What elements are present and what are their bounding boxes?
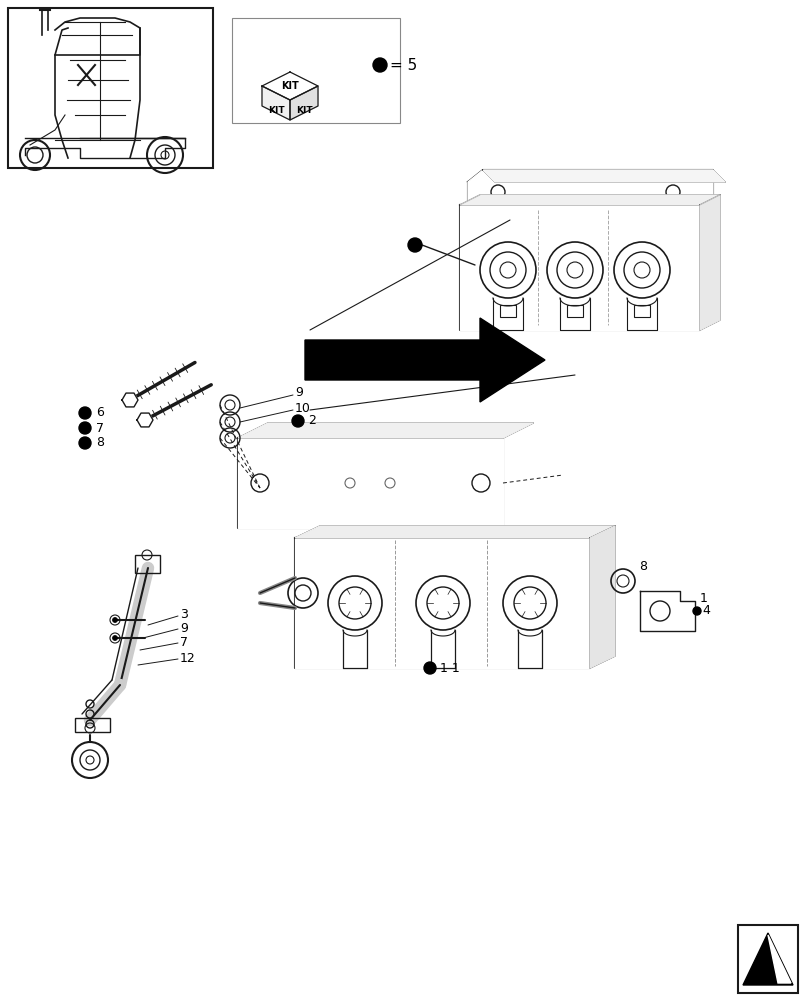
Polygon shape xyxy=(262,86,290,120)
Text: = 5: = 5 xyxy=(389,58,417,73)
Polygon shape xyxy=(742,933,792,985)
Text: 10: 10 xyxy=(294,401,311,414)
Text: 6: 6 xyxy=(96,406,104,420)
Text: 7: 7 xyxy=(96,422,104,434)
Polygon shape xyxy=(483,170,724,182)
Text: KIT: KIT xyxy=(268,106,284,115)
Polygon shape xyxy=(305,318,544,402)
Circle shape xyxy=(113,617,118,622)
Polygon shape xyxy=(460,205,699,330)
Circle shape xyxy=(113,636,118,641)
Polygon shape xyxy=(294,526,614,538)
Polygon shape xyxy=(238,438,502,528)
Text: 1 1: 1 1 xyxy=(440,662,459,674)
Bar xyxy=(135,555,160,573)
Polygon shape xyxy=(639,591,679,631)
Polygon shape xyxy=(467,170,712,212)
Text: 12: 12 xyxy=(180,652,195,664)
Bar xyxy=(633,305,649,317)
Polygon shape xyxy=(590,526,614,668)
Polygon shape xyxy=(122,393,138,407)
Text: 7: 7 xyxy=(180,636,188,648)
Text: 1: 1 xyxy=(699,592,707,605)
Bar xyxy=(8,8,212,168)
Bar xyxy=(500,305,515,317)
Text: 4: 4 xyxy=(702,604,709,617)
Circle shape xyxy=(79,422,91,434)
Circle shape xyxy=(79,437,91,449)
Text: 8: 8 xyxy=(638,560,646,572)
Polygon shape xyxy=(699,195,719,330)
Bar xyxy=(566,305,582,317)
Polygon shape xyxy=(767,935,790,983)
Text: 2: 2 xyxy=(307,414,315,428)
Circle shape xyxy=(372,58,387,72)
Bar xyxy=(75,718,109,732)
Circle shape xyxy=(692,607,700,615)
Polygon shape xyxy=(238,423,532,438)
Circle shape xyxy=(79,407,91,419)
Text: KIT: KIT xyxy=(295,106,312,115)
Polygon shape xyxy=(137,413,152,427)
Bar xyxy=(232,18,400,123)
Circle shape xyxy=(292,415,303,427)
Polygon shape xyxy=(290,86,318,120)
Polygon shape xyxy=(460,195,719,205)
Text: 3: 3 xyxy=(180,608,187,621)
Text: 9: 9 xyxy=(294,386,303,399)
Circle shape xyxy=(407,238,422,252)
Text: 9: 9 xyxy=(180,621,187,635)
Circle shape xyxy=(423,662,436,674)
Text: KIT: KIT xyxy=(281,81,298,91)
Bar xyxy=(737,925,797,993)
Text: 8: 8 xyxy=(96,436,104,450)
Polygon shape xyxy=(294,538,590,668)
